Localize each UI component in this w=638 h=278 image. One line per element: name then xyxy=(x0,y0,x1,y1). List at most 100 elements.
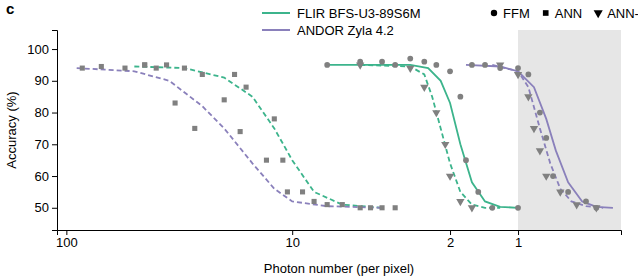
chart: 100 10 2 1 50 60 70 80 90 100 Photon number (per p… xyxy=(0,0,638,278)
legend-swatch xyxy=(262,12,290,14)
data-point xyxy=(285,189,290,194)
fit-line xyxy=(492,65,603,208)
data-point xyxy=(489,205,495,211)
data-point xyxy=(80,66,85,71)
tick-mark xyxy=(52,208,57,209)
legend-marker xyxy=(594,10,603,18)
data-point xyxy=(456,199,464,206)
data-point xyxy=(340,202,345,207)
legend-swatch xyxy=(262,29,290,31)
data-point xyxy=(469,62,475,68)
data-point xyxy=(358,205,363,210)
fit-line xyxy=(360,65,500,208)
data-point xyxy=(573,202,581,209)
data-point xyxy=(542,174,550,181)
data-point xyxy=(446,174,454,181)
data-point xyxy=(565,189,571,195)
data-point xyxy=(475,189,481,195)
tick-label: 100 xyxy=(56,235,78,250)
data-point xyxy=(482,62,488,68)
tick: 10 xyxy=(285,230,299,250)
data-point xyxy=(164,62,169,67)
tick: 70 xyxy=(35,137,57,152)
tick-label: 10 xyxy=(285,235,299,250)
plot: 100 10 2 1 50 60 70 80 90 100 xyxy=(27,30,621,250)
data-point xyxy=(142,62,147,67)
data-point xyxy=(514,72,522,79)
legend-label: ANDOR Zyla 4.2 xyxy=(297,23,394,38)
data-point xyxy=(556,190,564,197)
data-point xyxy=(550,173,556,179)
panel-label: c xyxy=(6,0,14,17)
legend-marker xyxy=(543,10,549,16)
data-point xyxy=(537,110,543,116)
tick: 60 xyxy=(35,169,57,184)
tick-label: 2 xyxy=(447,235,454,250)
fit-line xyxy=(77,68,382,208)
data-point xyxy=(524,94,532,101)
data-point xyxy=(182,66,187,71)
data-point xyxy=(515,65,521,71)
plot-area xyxy=(77,30,621,230)
tick-label: 1 xyxy=(515,235,522,250)
fit-line xyxy=(327,65,518,208)
tick: 100 xyxy=(27,42,57,57)
tick: 100 xyxy=(56,230,78,250)
data-point xyxy=(173,100,178,105)
x-axis: 100 10 2 1 xyxy=(56,230,622,250)
legend-label: ANN xyxy=(555,6,582,21)
data-point xyxy=(530,126,538,133)
x-axis-title: Photon number (per pixel) xyxy=(264,261,414,276)
data-point xyxy=(432,110,440,117)
data-point xyxy=(244,85,249,90)
data-point xyxy=(496,63,504,70)
tick-mark xyxy=(52,81,57,82)
tick-label: 70 xyxy=(35,137,49,152)
data-point xyxy=(515,205,521,211)
data-point xyxy=(536,148,544,155)
tick: 50 xyxy=(35,200,57,215)
data-point xyxy=(324,62,330,68)
data-point xyxy=(122,66,127,71)
data-point xyxy=(192,126,197,131)
tick-mark xyxy=(52,113,57,114)
data-point xyxy=(99,64,104,69)
data-point xyxy=(525,72,531,78)
tick: 90 xyxy=(35,73,57,88)
tick-label: 50 xyxy=(35,200,49,215)
data-point xyxy=(592,205,600,212)
data-point xyxy=(238,129,243,134)
data-point xyxy=(272,116,277,121)
tick: 80 xyxy=(35,105,57,120)
data-point xyxy=(368,205,373,210)
data-point xyxy=(441,142,449,149)
data-point xyxy=(420,85,428,92)
data-point xyxy=(468,205,476,212)
tick-label: 100 xyxy=(27,42,49,57)
data-point xyxy=(280,158,285,163)
data-point xyxy=(300,189,305,194)
data-point xyxy=(379,59,385,65)
legend-marker xyxy=(491,10,497,16)
fit-line xyxy=(466,65,613,208)
tick-mark xyxy=(52,144,57,145)
data-point xyxy=(393,205,398,210)
data-point xyxy=(312,199,317,204)
data-point xyxy=(583,199,589,205)
data-point xyxy=(463,157,469,163)
axis-line xyxy=(52,31,58,231)
data-point xyxy=(142,62,147,67)
y-axis-title: Accuracy (%) xyxy=(4,91,19,168)
legend-label: FFM xyxy=(503,6,530,21)
data-point xyxy=(264,158,269,163)
data-point xyxy=(406,66,414,73)
data-point xyxy=(380,205,385,210)
tick-mark xyxy=(52,49,57,50)
legend-label: ANN-t xyxy=(607,6,638,21)
data-point xyxy=(200,72,205,77)
tick-label: 80 xyxy=(35,105,49,120)
legend-label: FLIR BFS-U3-89S6M xyxy=(297,6,421,21)
fit-line xyxy=(134,67,382,208)
data-point xyxy=(433,62,439,68)
tick: 2 xyxy=(447,230,454,250)
